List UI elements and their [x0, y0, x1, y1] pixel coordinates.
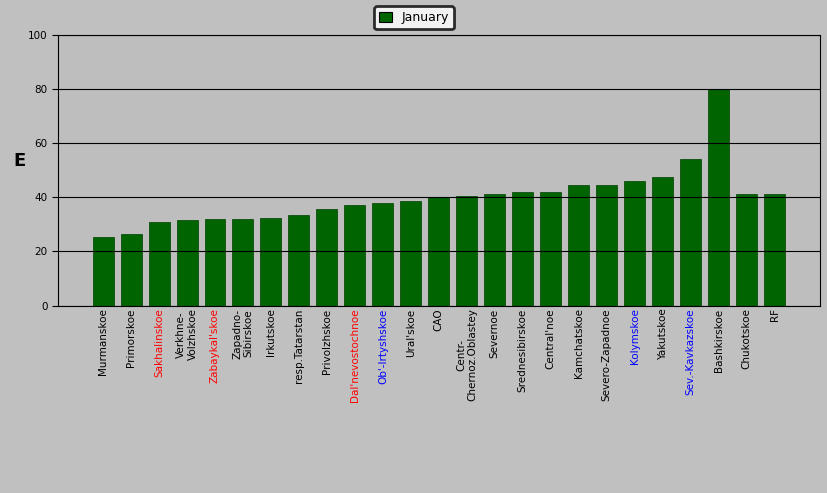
Bar	[372, 203, 393, 306]
Bar	[539, 192, 561, 306]
Bar	[93, 237, 113, 306]
Legend: January: January	[374, 6, 453, 29]
Bar	[484, 194, 504, 306]
Bar	[679, 159, 700, 306]
Bar	[121, 234, 141, 306]
Bar	[707, 89, 729, 306]
Bar	[624, 181, 644, 306]
Bar	[763, 194, 784, 306]
Bar	[400, 201, 421, 306]
Bar	[428, 197, 449, 306]
Bar	[456, 196, 476, 306]
Bar	[232, 219, 253, 306]
Bar	[344, 205, 365, 306]
Bar	[261, 217, 281, 306]
Bar	[204, 219, 225, 306]
Bar	[316, 210, 337, 306]
Y-axis label: E: E	[13, 152, 26, 170]
Bar	[176, 220, 198, 306]
Bar	[512, 192, 533, 306]
Bar	[595, 185, 616, 306]
Bar	[288, 215, 309, 306]
Bar	[148, 222, 170, 306]
Bar	[652, 177, 672, 306]
Bar	[567, 185, 589, 306]
Bar	[735, 194, 756, 306]
